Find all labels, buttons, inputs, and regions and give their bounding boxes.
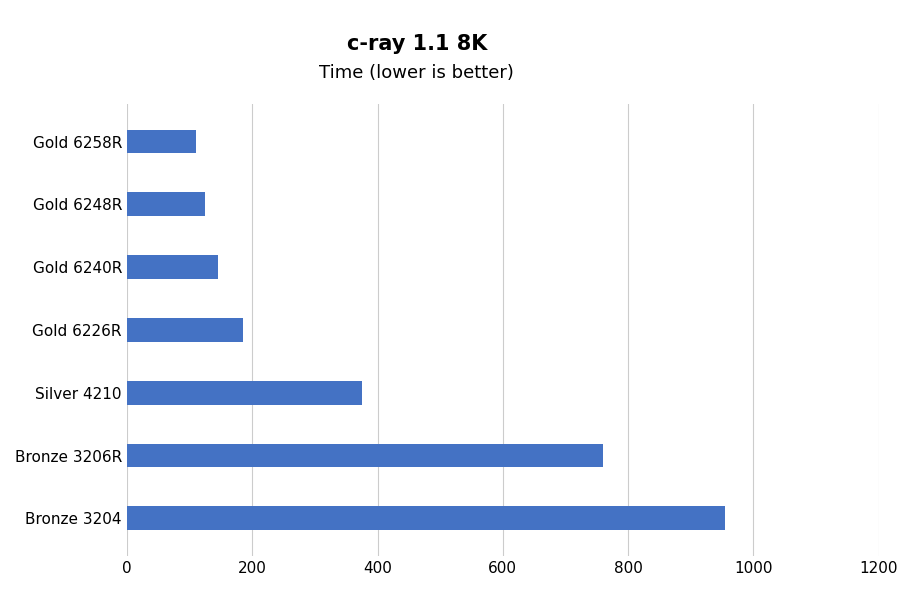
Bar xyxy=(127,507,726,530)
Bar xyxy=(127,192,205,216)
Bar xyxy=(127,444,603,467)
Text: c-ray 1.1 8K: c-ray 1.1 8K xyxy=(347,34,487,54)
Bar xyxy=(127,318,243,342)
Bar xyxy=(127,130,196,153)
Text: Time (lower is better): Time (lower is better) xyxy=(319,64,515,82)
Bar xyxy=(127,381,361,404)
Bar xyxy=(127,255,217,279)
